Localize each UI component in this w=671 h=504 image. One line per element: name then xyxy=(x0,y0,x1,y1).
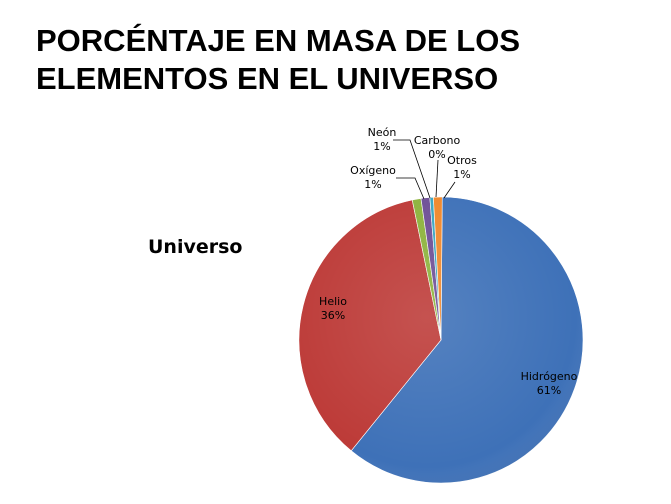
slice-value-neon: 1% xyxy=(373,140,390,153)
slice-label-otros: Otros 1% xyxy=(447,154,477,181)
slice-value-carbono: 0% xyxy=(428,148,445,161)
slice-label-hidrogeno: Hidrógeno 61% xyxy=(521,370,578,397)
page-title-line-2: ELEMENTOS EN EL UNIVERSO xyxy=(36,61,499,96)
page-title-line-1: PORCÉNTAJE EN MASA DE LOS xyxy=(36,23,520,58)
leader-line-neon xyxy=(393,139,431,199)
slice-label-neon: Neón 1% xyxy=(368,126,397,153)
slice-value-otros: 1% xyxy=(453,168,470,181)
chart-subtitle: Universo xyxy=(148,236,243,258)
slice-name-carbono: Carbono xyxy=(414,134,461,147)
slice-name-helio: Helio xyxy=(319,295,347,308)
leader-line-oxigeno xyxy=(396,177,425,200)
leader-line-carbono xyxy=(435,159,439,198)
slice-value-oxigeno: 1% xyxy=(364,178,381,191)
page-title: PORCÉNTAJE EN MASA DE LOS ELEMENTOS EN E… xyxy=(36,22,636,98)
slice-name-otros: Otros xyxy=(447,154,477,167)
slice-label-oxigeno: Oxígeno 1% xyxy=(350,164,396,191)
slice-name-oxigeno: Oxígeno xyxy=(350,164,396,177)
pie-shading xyxy=(299,197,583,483)
slice-label-carbono: Carbono 0% xyxy=(414,134,461,161)
slice-name-neon: Neón xyxy=(368,126,397,139)
slice-value-hidrogeno: 61% xyxy=(537,384,561,397)
leader-line-otros xyxy=(443,181,456,199)
slice-value-helio: 36% xyxy=(321,309,345,322)
slice-name-hidrogeno: Hidrógeno xyxy=(521,370,578,383)
slice-label-helio: Helio 36% xyxy=(319,295,347,322)
